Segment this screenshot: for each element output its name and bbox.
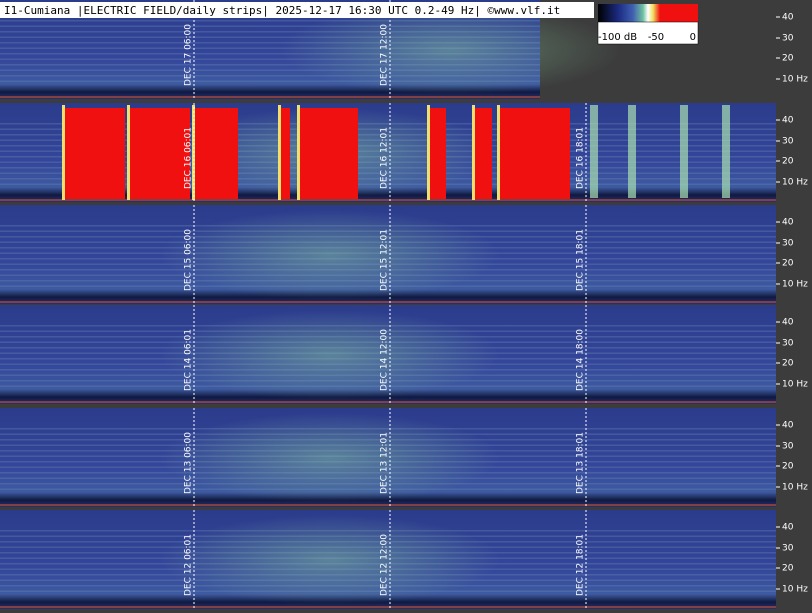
- freq-axis: [776, 510, 812, 609]
- freq-label: 40: [782, 318, 794, 328]
- colorbar-label: -100 dB: [598, 32, 637, 43]
- time-marker-label: DEC 13 06:00: [184, 432, 194, 494]
- harmonic-band: [0, 69, 540, 71]
- saturation: [430, 108, 446, 199]
- freq-label: 20: [782, 259, 794, 269]
- freq-label: 20: [782, 462, 794, 472]
- baseline-noise: [0, 301, 776, 303]
- freq-label: 30: [782, 34, 794, 44]
- harmonic-band: [0, 64, 540, 66]
- activity: [160, 413, 500, 503]
- saturation-edge: [297, 105, 300, 200]
- freq-label: 40: [782, 523, 794, 533]
- baseline-noise: [0, 606, 776, 608]
- time-marker-label: DEC 14 06:01: [184, 329, 194, 391]
- time-marker-label: DEC 16 12:01: [380, 127, 390, 189]
- freq-label: 10 Hz: [782, 280, 808, 290]
- title: I1-Cumiana |ELECTRIC FIELD/daily strips|…: [4, 4, 560, 17]
- freq-axis: [776, 0, 812, 99]
- time-marker-label: DEC 12 06:01: [184, 534, 194, 596]
- freq-label: 40: [782, 421, 794, 431]
- saturation-edge: [472, 105, 475, 200]
- time-marker-label: DEC 16 18:01: [576, 127, 586, 189]
- colorbar: [598, 4, 698, 22]
- baseline-noise: [0, 199, 776, 201]
- harmonic-band: [0, 80, 540, 82]
- saturation: [281, 108, 290, 199]
- freq-label: 10 Hz: [782, 585, 808, 595]
- harmonic-band: [0, 31, 540, 33]
- saturation-edge: [62, 105, 65, 200]
- time-marker-label: DEC 13 12:01: [380, 432, 390, 494]
- freq-label: 30: [782, 137, 794, 147]
- burst: [680, 105, 688, 198]
- freq-label: 40: [782, 116, 794, 126]
- saturation-edge: [427, 105, 430, 200]
- baseline-noise: [0, 504, 776, 506]
- time-marker-label: DEC 12 18:01: [576, 534, 586, 596]
- saturation-edge: [127, 105, 130, 200]
- harmonic-band: [0, 20, 540, 22]
- saturation: [500, 108, 570, 199]
- saturation: [130, 108, 190, 199]
- time-marker-label: DEC 16 06:01: [184, 127, 194, 189]
- time-marker-label: DEC 15 06:00: [184, 229, 194, 291]
- freq-label: 20: [782, 359, 794, 369]
- burst: [590, 105, 598, 198]
- saturation: [475, 108, 492, 199]
- freq-label: 30: [782, 442, 794, 452]
- colorbar-label: 0: [690, 32, 696, 43]
- freq-axis: [776, 103, 812, 202]
- freq-label: 10 Hz: [782, 75, 808, 85]
- freq-label: 20: [782, 54, 794, 64]
- time-marker-label: DEC 14 18:00: [576, 329, 586, 391]
- baseline-noise: [0, 96, 540, 98]
- harmonic-band: [0, 75, 540, 77]
- activity: [160, 210, 500, 300]
- saturation: [65, 108, 125, 199]
- freq-label: 30: [782, 239, 794, 249]
- freq-label: 40: [782, 218, 794, 228]
- activity: [280, 5, 620, 95]
- freq-label: 30: [782, 339, 794, 349]
- saturation-edge: [497, 105, 500, 200]
- saturation: [300, 108, 358, 199]
- freq-label: 10 Hz: [782, 380, 808, 390]
- freq-axis: [776, 408, 812, 507]
- harmonic-band: [0, 36, 540, 38]
- freq-label: 30: [782, 544, 794, 554]
- time-marker-label: DEC 17 06:00: [184, 24, 194, 86]
- time-marker-label: DEC 17 12:00: [380, 24, 390, 86]
- time-marker-label: DEC 15 18:01: [576, 229, 586, 291]
- colorbar-scale: [597, 21, 699, 45]
- freq-axis: [776, 305, 812, 404]
- harmonic-band: [0, 53, 540, 55]
- freq-axis: [776, 205, 812, 304]
- saturation: [195, 108, 238, 199]
- title-box: [0, 2, 594, 18]
- freq-label: 20: [782, 564, 794, 574]
- time-marker-label: DEC 13 18:01: [576, 432, 586, 494]
- harmonic-band: [0, 58, 540, 60]
- activity: [160, 310, 500, 400]
- activity: [160, 515, 500, 605]
- harmonic-band: [0, 42, 540, 44]
- time-marker-label: DEC 12 12:00: [380, 534, 390, 596]
- freq-label: 20: [782, 157, 794, 167]
- baseline-noise: [0, 401, 776, 403]
- freq-label: 40: [782, 13, 794, 23]
- freq-label: 10 Hz: [782, 483, 808, 493]
- harmonic-band: [0, 25, 540, 27]
- colorbar-label: -50: [648, 32, 664, 43]
- harmonic-band: [0, 47, 540, 49]
- burst: [628, 105, 636, 198]
- freq-label: 10 Hz: [782, 178, 808, 188]
- saturation-edge: [278, 105, 281, 200]
- time-marker-label: DEC 15 12:01: [380, 229, 390, 291]
- time-marker-label: DEC 14 12:00: [380, 329, 390, 391]
- burst: [722, 105, 730, 198]
